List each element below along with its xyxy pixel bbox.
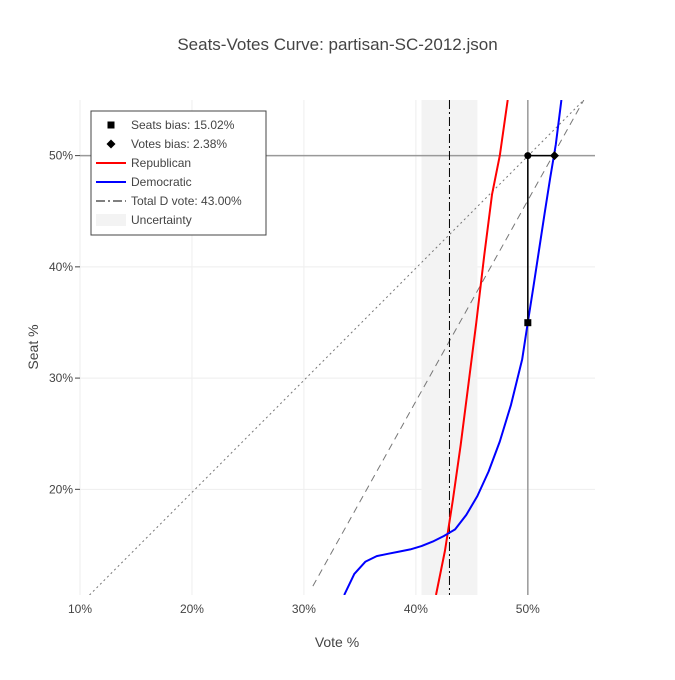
votes-bias-marker xyxy=(549,151,559,161)
legend-label: Republican xyxy=(131,156,191,170)
square-marker-icon xyxy=(107,121,115,129)
legend-item-seats-bias: Seats bias: 15.02% xyxy=(107,118,235,132)
dashed-diagonal-line xyxy=(312,100,585,587)
band-swatch-icon xyxy=(96,214,126,226)
dotted-diagonal-line xyxy=(89,100,585,595)
legend-item-democratic: Democratic xyxy=(96,175,192,189)
x-tick-label: 10% xyxy=(68,602,92,616)
plot-area: 10% 20% 30% 40% 50% 20% 30% 40% 50% xyxy=(49,100,595,616)
x-tick-label: 50% xyxy=(516,602,540,616)
legend-label: Seats bias: 15.02% xyxy=(131,118,235,132)
x-tick-label: 30% xyxy=(292,602,316,616)
chart-title: Seats-Votes Curve: partisan-SC-2012.json xyxy=(177,35,497,54)
x-tick-label: 20% xyxy=(180,602,204,616)
legend-item-total-d-vote: Total D vote: 43.00% xyxy=(96,194,242,208)
legend: Seats bias: 15.02% Votes bias: 2.38% Repub… xyxy=(90,110,267,236)
legend-item-republican: Republican xyxy=(96,156,191,170)
legend-item-uncertainty: Uncertainty xyxy=(96,213,192,227)
intersection-point-marker xyxy=(524,152,532,160)
y-axis-title: Seat % xyxy=(25,324,41,369)
x-axis-title: Vote % xyxy=(315,634,359,650)
legend-item-votes-bias: Votes bias: 2.38% xyxy=(106,137,227,151)
x-tick-label: 40% xyxy=(404,602,428,616)
legend-label: Democratic xyxy=(131,175,192,189)
clipped-series xyxy=(89,100,585,595)
republican-series-line xyxy=(435,100,509,595)
y-tick-label: 40% xyxy=(49,260,73,274)
legend-label: Votes bias: 2.38% xyxy=(131,137,227,151)
diamond-marker-icon xyxy=(106,139,116,149)
y-tick-label: 20% xyxy=(49,482,73,496)
y-tick-label: 30% xyxy=(49,371,73,385)
legend-box xyxy=(90,110,267,236)
democratic-series-line xyxy=(343,100,563,595)
y-tick-label: 50% xyxy=(49,149,73,163)
legend-label: Uncertainty xyxy=(131,213,192,227)
seats-bias-marker xyxy=(524,319,532,327)
legend-label: Total D vote: 43.00% xyxy=(131,194,242,208)
